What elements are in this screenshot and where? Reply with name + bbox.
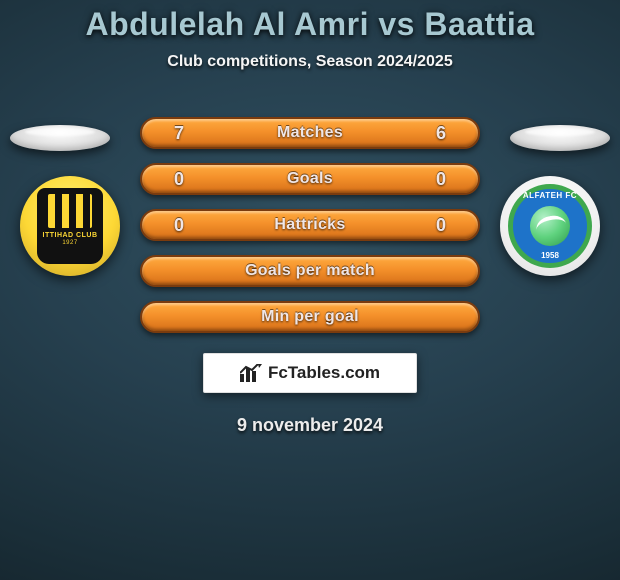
- brand-link-overlay[interactable]: [0, 0, 620, 580]
- infographic-card: Abdulelah Al Amri vs Baattia Club compet…: [0, 0, 620, 580]
- brand-link[interactable]: FcTables.com: [203, 353, 417, 393]
